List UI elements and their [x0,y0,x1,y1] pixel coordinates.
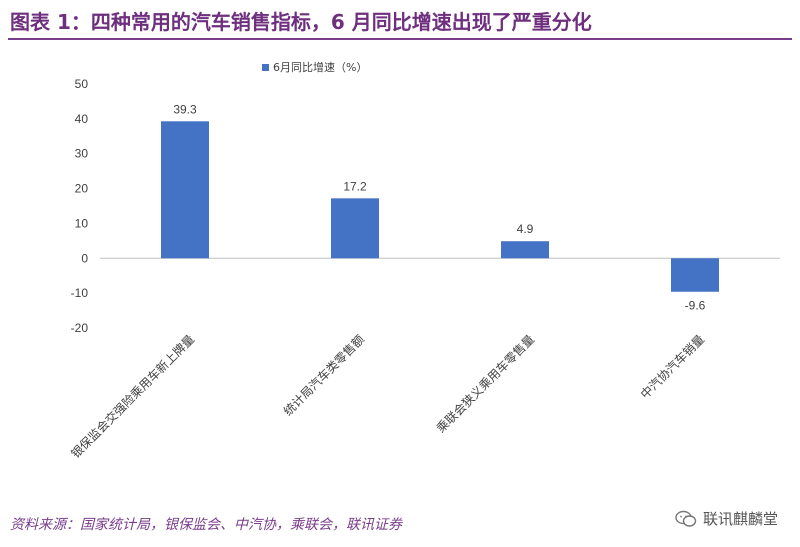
data-label: 4.9 [517,222,534,236]
y-tick-label: 30 [75,147,89,161]
category-label: 银保监会交强险乘用车新上牌量 [68,332,197,461]
bar [331,198,379,259]
y-tick-label: 10 [75,216,89,230]
watermark-text: 联讯麒麟堂 [702,510,778,528]
data-label: -9.6 [685,299,706,313]
legend-label: 6月同比增速（%） [273,60,367,74]
y-tick-label: 0 [81,251,88,265]
y-axis: 50 40 30 20 10 0 -10 -20 [71,77,780,335]
bar-chart: 6月同比增速（%） 50 40 30 20 10 0 -10 -20 39.3 17.2 4.9 -… [68,60,780,461]
wechat-icon [675,510,697,527]
category-label: 乘联会狭义乘用车零售量 [433,332,537,436]
y-tick-label: -10 [71,286,89,300]
x-axis-labels: 银保监会交强险乘用车新上牌量 统计局汽车类零售额 乘联会狭义乘用车零售量 中汽协汽车销… [68,332,707,461]
category-label: 中汽协汽车销量 [637,332,707,402]
y-tick-label: -20 [71,321,89,335]
data-label: 17.2 [343,179,367,193]
bars: 39.3 17.2 4.9 -9.6 [161,102,719,313]
source-note: 资料来源：国家统计局，银保监会、中汽协，乘联会，联讯证券 [10,517,402,533]
title-divider [8,38,792,40]
y-tick-label: 50 [75,77,89,91]
bar [501,241,549,259]
legend: 6月同比增速（%） [262,60,367,74]
chart-title: 图表 1：四种常用的汽车销售指标，6 月同比增速出现了严重分化 [10,10,592,34]
bar [671,258,719,292]
y-tick-label: 20 [75,182,89,196]
watermark: 联讯麒麟堂 [675,508,778,529]
legend-swatch [262,64,269,71]
bar [161,121,209,259]
y-tick-label: 40 [75,112,89,126]
data-label: 39.3 [173,102,197,116]
category-label: 统计局汽车类零售额 [280,332,367,419]
